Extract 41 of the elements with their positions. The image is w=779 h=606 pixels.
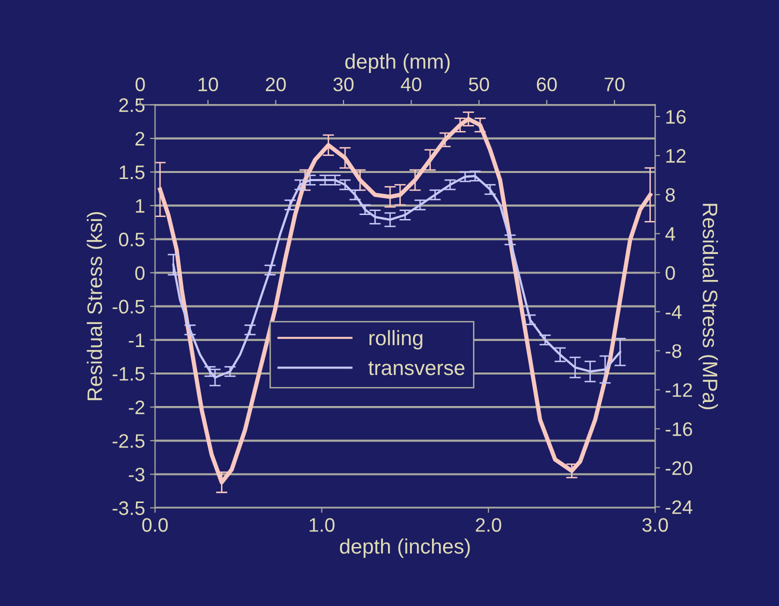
y-tick-label: -0.5	[112, 300, 144, 314]
x-tick-label: 3.0	[642, 518, 668, 532]
y-tick-label: 1	[136, 199, 144, 213]
x-tick-label: 2.0	[476, 518, 502, 532]
y-tick-label: -1	[128, 334, 144, 347]
y-tick-label: -3.5	[112, 501, 144, 516]
y2-tick-label: 8	[666, 188, 675, 202]
x2-tick-label: 10	[198, 78, 218, 92]
legend-label: transverse	[368, 362, 464, 376]
y-tick-label: 2	[135, 132, 144, 146]
y-tick-label: -2	[128, 400, 144, 414]
y2-tick-label: 4	[665, 227, 676, 241]
y2-tick-label: -4	[666, 305, 682, 319]
y-axis-title: Residual Stress (ksi)	[86, 212, 106, 400]
x2-tick-label: 30	[333, 78, 354, 92]
y-tick-label: 0.5	[119, 232, 144, 246]
x-axis-title: depth (inches)	[340, 538, 470, 558]
y2-tick-label: 0	[666, 266, 675, 280]
y2-tick-label: 12	[666, 149, 686, 163]
legend-label: rolling	[369, 330, 422, 350]
y-tick-label: -1.5	[112, 367, 144, 381]
x2-tick-label: 50	[468, 78, 490, 92]
y-tick-label: -3	[128, 468, 144, 482]
y2-tick-label: -24	[666, 500, 692, 514]
x2-tick-label: 60	[536, 78, 557, 92]
x2-tick-label: 40	[400, 78, 422, 92]
y-tick-label: 2.5	[119, 98, 144, 112]
y2-axis-title: Residual Stress (MPa)	[698, 204, 718, 410]
x2-tick-label: 70	[604, 78, 625, 92]
x2-axis-title: depth (mm)	[345, 54, 450, 73]
y2-tick-label: -20	[666, 461, 692, 476]
y2-tick-label: -16	[666, 422, 692, 436]
y-tick-label: 0	[135, 266, 145, 280]
y2-tick-label: -12	[666, 383, 692, 397]
y-tick-label: -2.5	[112, 434, 144, 448]
y2-tick-label: -8	[666, 344, 682, 358]
x2-tick-label: 20	[266, 78, 286, 92]
x-tick-label: 0.0	[142, 518, 168, 532]
y-tick-label: 1.5	[120, 166, 144, 180]
x-tick-label: 1.0	[310, 518, 334, 532]
y2-tick-label: 16	[666, 110, 686, 124]
